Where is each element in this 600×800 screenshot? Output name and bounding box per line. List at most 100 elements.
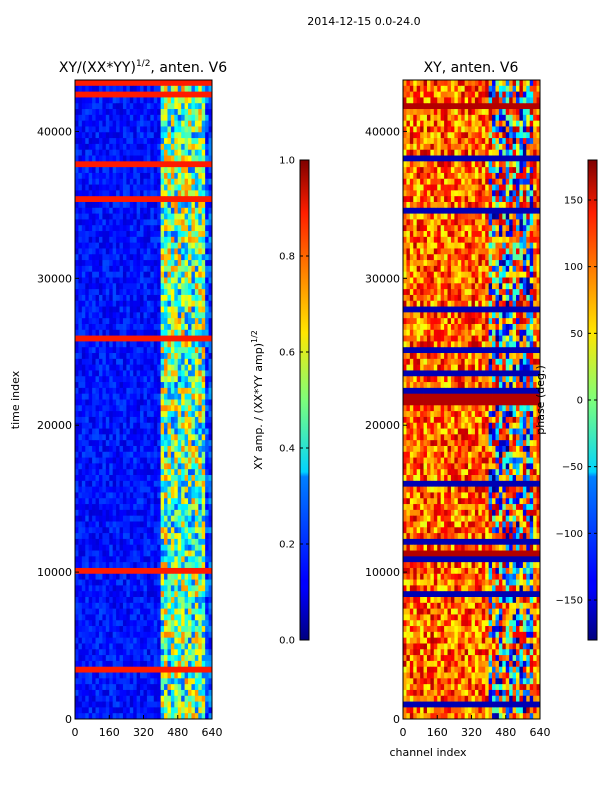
heatmap-cell [136, 550, 141, 557]
heatmap-cell [136, 97, 141, 104]
heatmap-cell [194, 509, 199, 517]
heatmap-cell [167, 498, 172, 505]
heatmap-cell [146, 509, 151, 517]
heatmap-cell [112, 573, 117, 580]
heatmap-cell [177, 132, 182, 139]
heatmap-cell [98, 143, 103, 151]
heatmap-cell [119, 120, 124, 127]
heatmap-cell [191, 97, 196, 104]
heatmap-cell [201, 184, 206, 191]
heatmap-cell [85, 591, 90, 598]
heatmap-cell [205, 347, 209, 354]
heatmap-cell [102, 411, 107, 418]
heatmap-cell [157, 660, 162, 668]
heatmap-cell [174, 701, 179, 708]
heatmap-cell [170, 544, 175, 551]
heatmap-cell [170, 597, 175, 604]
heatmap-cell [136, 265, 141, 273]
heatmap-cell [75, 544, 79, 551]
heatmap-cell [85, 445, 90, 453]
heatmap-cell [485, 143, 490, 151]
heatmap-cell [194, 219, 199, 226]
heatmap-cell [140, 440, 144, 447]
heatmap-cell [522, 143, 527, 151]
heatmap-cell [167, 97, 172, 104]
heatmap-cell [184, 684, 189, 691]
heatmap-cell [98, 178, 103, 185]
heatmap-cell [133, 201, 138, 209]
heatmap-cell [95, 370, 100, 377]
heatmap-cell [112, 643, 117, 650]
heatmap-cell [102, 579, 107, 586]
heatmap-cell [143, 358, 148, 366]
heatmap-cell [208, 521, 213, 528]
heatmap-cell [98, 527, 103, 534]
heatmap-cell [88, 138, 93, 145]
heatmap-cell [194, 637, 199, 644]
heatmap-cell [75, 521, 79, 528]
heatmap-cell [136, 649, 141, 656]
heatmap-cell [194, 172, 199, 180]
heatmap-cell [177, 335, 182, 342]
heatmap-cell [143, 236, 148, 244]
heatmap-cell [526, 85, 531, 93]
heatmap-cell [181, 562, 185, 569]
heatmap-cell [102, 184, 107, 191]
heatmap-cell [164, 678, 168, 685]
heatmap-cell [498, 138, 503, 145]
heatmap-cell [495, 132, 500, 139]
heatmap-cell [116, 457, 120, 464]
heatmap-cell [150, 289, 155, 296]
heatmap-cell [526, 120, 531, 127]
heatmap-cell [102, 597, 107, 604]
heatmap-cell [88, 231, 93, 238]
heatmap-cell [143, 498, 148, 505]
heatmap-cell [98, 480, 103, 488]
heatmap-cell [95, 434, 100, 441]
heatmap-cell [184, 387, 189, 395]
heatmap-cell [205, 329, 209, 336]
heatmap-cell [502, 91, 507, 98]
heatmap-cell [170, 126, 175, 133]
heatmap-cell [92, 178, 96, 185]
heatmap-cell [105, 254, 110, 261]
heatmap-cell [92, 713, 96, 720]
heatmap-cell [170, 382, 175, 389]
heatmap-cell [112, 306, 117, 313]
heatmap-cell [146, 591, 151, 598]
heatmap-cell [157, 602, 162, 610]
heatmap-cell [194, 626, 199, 633]
heatmap-cell [85, 643, 90, 650]
heatmap-cell [119, 440, 124, 447]
heatmap-cell [150, 527, 155, 534]
heatmap-cell [129, 469, 134, 476]
heatmap-cell [420, 149, 424, 156]
heatmap-cell [88, 445, 93, 453]
heatmap-cell [194, 265, 199, 273]
heatmap-cell [164, 428, 168, 435]
heatmap-cell [102, 689, 107, 697]
heatmap-cell [81, 416, 86, 424]
heatmap-cell [81, 376, 86, 383]
heatmap-cell [116, 329, 120, 336]
heatmap-cell [167, 300, 172, 307]
heatmap-cell [170, 533, 175, 540]
heatmap-cell [474, 114, 479, 122]
heatmap-cell [81, 178, 86, 185]
heatmap-cell [75, 329, 79, 336]
heatmap-cell [502, 103, 507, 110]
heatmap-cell [468, 138, 472, 145]
heatmap-cell [492, 149, 496, 156]
heatmap-cell [184, 591, 189, 598]
heatmap-cell [109, 637, 114, 644]
heatmap-cell [143, 411, 148, 418]
heatmap-cell [522, 126, 527, 133]
heatmap-cell [184, 103, 189, 110]
heatmap-cell [505, 143, 510, 151]
heatmap-cell [112, 550, 117, 557]
heatmap-cell [153, 672, 158, 679]
heatmap-cell [102, 277, 107, 284]
heatmap-cell [95, 178, 100, 185]
heatmap-cell [95, 469, 100, 476]
heatmap-cell [119, 422, 124, 429]
